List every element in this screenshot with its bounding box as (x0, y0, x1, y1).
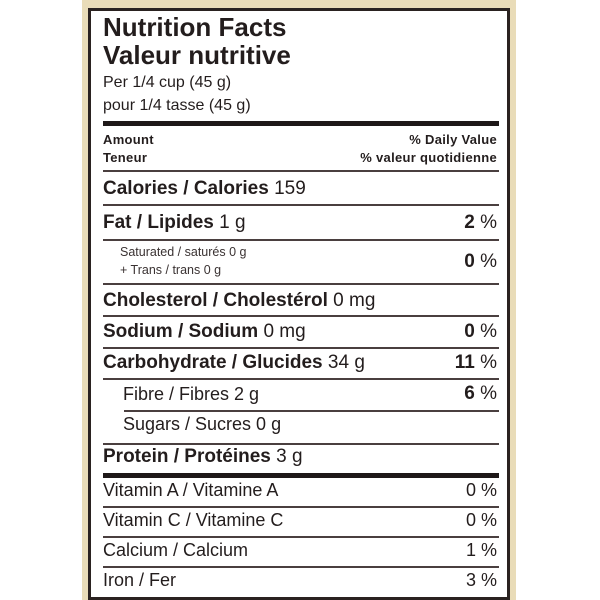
divider (103, 239, 499, 241)
divider (103, 315, 499, 317)
fibre-dv: 6 % (464, 383, 497, 404)
calcium-row: Calcium / Calcium (103, 540, 249, 560)
divider (103, 566, 499, 568)
amount-header-fr: Teneur (103, 150, 148, 165)
title-fr: Valeur nutritive (103, 40, 291, 70)
divider (103, 536, 499, 538)
divider-thick (103, 473, 499, 478)
daily-value-header-en: % Daily Value (409, 132, 497, 147)
cholesterol-row: Cholesterol / Cholestérol 0 mg (103, 290, 376, 311)
title-en: Nutrition Facts (103, 12, 287, 42)
saturated-row: Saturated / saturés 0 g (120, 245, 247, 259)
vitamin-c-row: Vitamin C / Vitamine C (103, 510, 284, 530)
saturated-dv: 0 % (464, 251, 497, 272)
amount-header-en: Amount (103, 132, 154, 147)
divider (103, 506, 499, 508)
protein-row: Protein / Protéines 3 g (103, 446, 303, 467)
divider (103, 378, 499, 380)
fibre-row: Fibre / Fibres 2 g (123, 384, 260, 404)
divider (103, 204, 499, 206)
daily-value-header-fr: % valeur quotidienne (360, 150, 497, 165)
iron-dv: 3 % (465, 570, 497, 590)
fat-dv: 2 % (464, 212, 497, 233)
fat-row: Fat / Lipides 1 g (103, 212, 246, 233)
divider (103, 170, 499, 172)
calcium-dv: 1 % (465, 540, 497, 560)
sugars-row: Sugars / Sucres 0 g (123, 414, 282, 434)
divider (103, 283, 499, 285)
sodium-row: Sodium / Sodium 0 mg (103, 321, 306, 342)
sodium-dv: 0 % (464, 321, 497, 342)
divider (124, 410, 499, 412)
divider (103, 347, 499, 349)
carbohydrate-row: Carbohydrate / Glucides 34 g (103, 352, 365, 373)
vitamin-a-dv: 0 % (465, 480, 497, 500)
divider-thick (103, 121, 499, 126)
iron-row: Iron / Fer (103, 570, 177, 590)
vitamin-c-dv: 0 % (465, 510, 497, 530)
serving-size-en: Per 1/4 cup (45 g) (103, 74, 232, 91)
calories-row: Calories / Calories 159 (103, 178, 306, 199)
carbohydrate-dv: 11 % (454, 352, 497, 373)
nutrition-facts-table: Nutrition Facts Valeur nutritive Per 1/4… (88, 8, 510, 600)
serving-size-fr: pour 1/4 tasse (45 g) (103, 97, 251, 114)
vitamin-a-row: Vitamin A / Vitamine A (103, 480, 279, 500)
trans-row: + Trans / trans 0 g (120, 263, 222, 277)
divider (103, 443, 499, 445)
